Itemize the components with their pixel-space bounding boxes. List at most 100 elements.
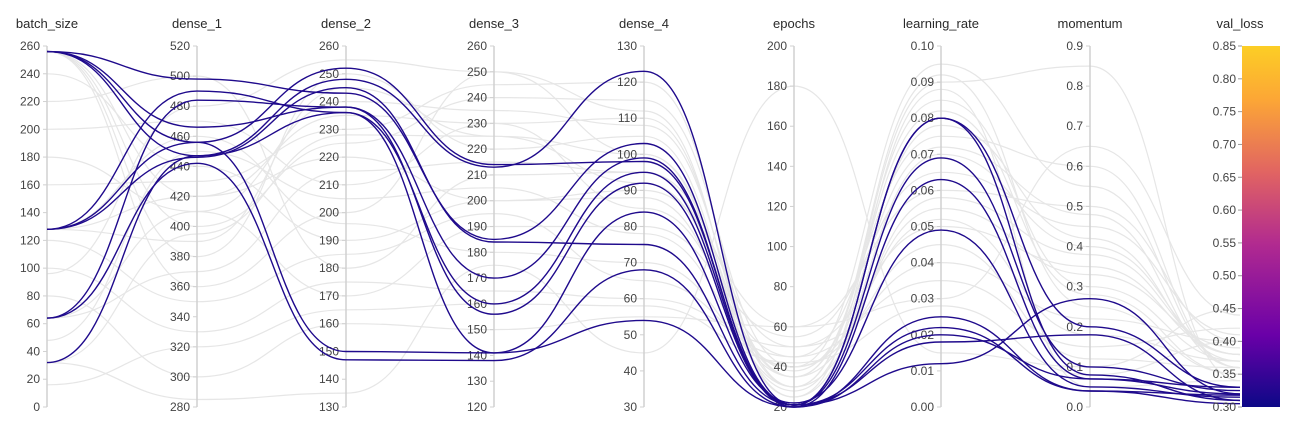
tick-label-dense_3-160: 160 [467,297,487,311]
tick-label-dense_2-220: 220 [319,150,339,164]
tick-label-batch_size-120: 120 [20,233,40,247]
tick-label-dense_4-90: 90 [624,183,638,197]
tick-label-dense_3-260: 260 [467,39,487,53]
tick-label-dense_4-110: 110 [618,111,637,125]
axis-dense_4: dense_4 30 40 50 60 70 80 90 100 110 120 130 [617,16,669,414]
tick-label-epochs-60: 60 [774,320,788,334]
background-run-line-1 [46,51,1241,369]
tick-label-momentum-0.2: 0.2 [1066,320,1083,334]
tick-label-dense_1-500: 500 [170,69,190,83]
tick-label-batch_size-180: 180 [20,150,40,164]
colorbar-tick-label-0.55: 0.55 [1213,236,1237,250]
tick-label-dense_2-140: 140 [319,372,339,386]
tick-label-dense_1-380: 380 [170,250,190,264]
axis-val_loss: val_loss [1217,16,1264,31]
tick-label-batch_size-160: 160 [20,178,40,192]
tick-label-learning_rate-0.10: 0.10 [911,39,935,53]
tick-label-dense_1-320: 320 [170,340,190,354]
tick-label-dense_2-240: 240 [319,95,339,109]
tick-label-batch_size-0: 0 [33,400,40,414]
tick-label-dense_4-80: 80 [624,220,638,234]
highlighted-run-line-6 [46,86,1241,406]
tick-label-momentum-0.9: 0.9 [1066,39,1083,53]
tick-label-batch_size-100: 100 [20,261,40,275]
tick-label-dense_3-230: 230 [467,116,487,130]
background-run-line-7 [46,156,1241,338]
tick-label-learning_rate-0.09: 0.09 [911,75,935,89]
background-run-line-21 [46,303,1241,386]
axis-title-dense_1: dense_1 [172,16,222,31]
axis-learning_rate: learning_rate0.000.010.020.030.040.050.0… [903,16,979,414]
colorbar-tick-label-0.70: 0.70 [1213,137,1237,151]
tick-label-dense_2-170: 170 [319,289,339,303]
tick-label-learning_rate-0.05: 0.05 [911,220,935,234]
tick-label-dense_2-200: 200 [319,206,339,220]
tick-label-dense_4-100: 100 [617,147,637,161]
tick-label-dense_4-60: 60 [624,292,638,306]
axis-batch_size: batch_size 0 20 40 60 80 100 120 140 160 180 200 220… [16,16,78,414]
axis-title-val_loss: val_loss [1217,16,1264,31]
tick-label-batch_size-220: 220 [20,95,40,109]
tick-label-batch_size-20: 20 [27,372,41,386]
tick-label-momentum-0.6: 0.6 [1066,159,1083,173]
highlighted-run-line-1 [46,50,1241,406]
tick-label-dense_3-150: 150 [467,323,487,337]
background-run-line-2 [46,51,1241,398]
tick-label-dense_1-340: 340 [170,310,190,324]
tick-label-dense_4-30: 30 [624,400,638,414]
tick-label-momentum-0.8: 0.8 [1066,79,1083,93]
background-run-line-16 [46,161,1241,388]
tick-label-dense_3-140: 140 [467,348,487,362]
tick-label-epochs-120: 120 [767,199,787,213]
tick-label-dense_2-180: 180 [319,261,339,275]
tick-label-dense_1-520: 520 [170,39,190,53]
tick-label-epochs-80: 80 [774,280,788,294]
axis-title-batch_size: batch_size [16,16,78,31]
tick-label-batch_size-60: 60 [27,317,41,331]
axis-title-dense_2: dense_2 [321,16,371,31]
colorbar-tick-label-0.40: 0.40 [1213,334,1237,348]
tick-label-momentum-0.4: 0.4 [1066,240,1083,254]
axis-title-dense_3: dense_3 [469,16,519,31]
tick-label-learning_rate-0.03: 0.03 [911,292,935,306]
highlighted-run-line-5 [46,90,1241,406]
highlighted-run-line-8 [46,162,1241,408]
tick-label-momentum-0.0: 0.0 [1066,400,1083,414]
highlighted-run-line-2 [46,50,1241,408]
tick-label-dense_1-360: 360 [170,280,190,294]
highlighted-run-line-4 [46,67,1241,406]
highlighted-run-lines [46,50,1241,408]
colorbar-tick-label-0.50: 0.50 [1213,269,1237,283]
tick-label-batch_size-40: 40 [27,344,41,358]
colorbar-tick-label-0.30: 0.30 [1213,400,1237,414]
tick-label-batch_size-260: 260 [20,39,40,53]
background-run-line-15 [46,145,1241,378]
tick-label-dense_4-50: 50 [624,328,638,342]
val-loss-colorbar: 0.30 0.35 0.40 0.45 0.50 0.55 0.60 0.65 0.70 0.75… [1213,39,1280,414]
colorbar-tick-label-0.85: 0.85 [1213,39,1237,53]
background-run-line-10 [46,87,1241,392]
tick-label-dense_2-210: 210 [319,178,339,192]
tick-label-dense_2-160: 160 [319,317,339,331]
tick-label-learning_rate-0.04: 0.04 [911,256,935,270]
tick-label-epochs-100: 100 [767,240,787,254]
colorbar-tick-label-0.35: 0.35 [1213,367,1237,381]
tick-label-dense_3-170: 170 [467,271,487,285]
tick-label-batch_size-200: 200 [20,122,40,136]
axis-dense_1: dense_1280300320340360380400420440460480… [170,16,222,414]
tick-label-batch_size-140: 140 [20,206,40,220]
background-run-line-11 [46,135,1241,369]
highlighted-run-line-3 [46,50,1241,404]
colorbar-tick-label-0.65: 0.65 [1213,170,1237,184]
tick-label-learning_rate-0.07: 0.07 [911,147,935,161]
highlighted-run-line-9 [46,111,1241,408]
background-run-line-6 [46,120,1241,369]
axis-title-momentum: momentum [1057,16,1122,31]
tick-label-dense_3-120: 120 [467,400,487,414]
colorbar-tick-label-0.45: 0.45 [1213,302,1237,316]
highlighted-run-line-0 [46,50,1241,406]
axis-title-learning_rate: learning_rate [903,16,979,31]
axes-group: batch_size 0 20 40 60 80 100 120 140 160 180 200 220… [16,16,1264,414]
tick-label-epochs-160: 160 [767,119,787,133]
